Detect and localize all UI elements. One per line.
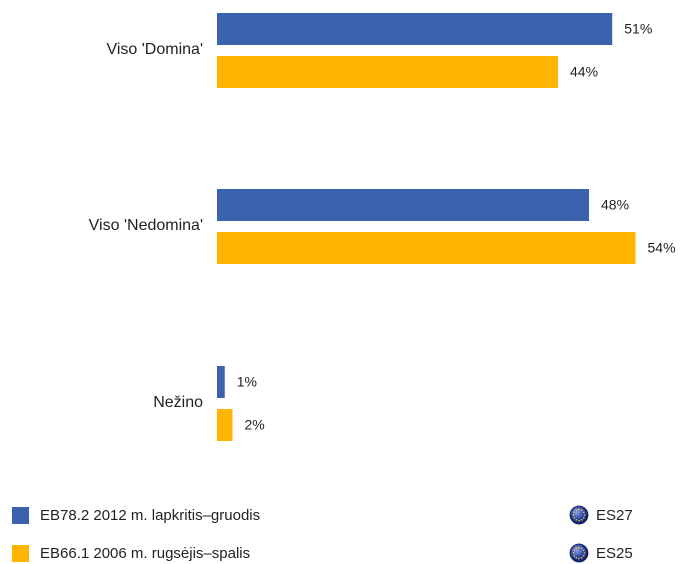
region-icon-star	[580, 509, 583, 512]
region-icon-star	[583, 514, 586, 516]
region-icon-star	[580, 518, 583, 521]
legend-swatch	[12, 507, 29, 524]
region-icon-star	[582, 549, 585, 552]
category-label: Viso 'Domina'	[106, 41, 203, 58]
bar	[217, 366, 225, 398]
region-icon-star	[582, 511, 585, 514]
region-icon-star	[575, 518, 578, 521]
region-icon	[569, 505, 589, 525]
region-icon-star	[575, 509, 578, 512]
bar	[217, 409, 233, 441]
value-label: 1%	[237, 374, 257, 390]
category-label: Viso 'Nedomina'	[89, 217, 203, 234]
region-icon-star	[583, 552, 586, 554]
region-icon-star	[578, 508, 580, 511]
region-icon-star	[575, 556, 578, 559]
region-label: ES27	[596, 507, 633, 524]
region-icon-star	[582, 554, 585, 557]
bar	[217, 189, 589, 221]
region-icon-star	[580, 556, 583, 559]
region-icon-star	[580, 547, 583, 550]
region-icon-star	[578, 557, 580, 560]
value-label: 51%	[624, 21, 652, 37]
value-label: 54%	[648, 240, 676, 256]
region-icon-star	[573, 554, 576, 557]
category-label: Nežino	[153, 394, 203, 411]
bar	[217, 56, 558, 88]
region-icon-star	[572, 514, 575, 516]
legend-label: EB66.1 2006 m. rugsėjis–spalis	[40, 545, 250, 562]
region-icon-star	[575, 547, 578, 550]
region-icon-star	[578, 546, 580, 549]
region-icon-star	[582, 516, 585, 519]
region-icon-star	[578, 519, 580, 522]
region-icon-star	[572, 552, 575, 554]
region-label: ES25	[596, 545, 633, 562]
region-icon-star	[573, 549, 576, 552]
value-label: 2%	[245, 417, 265, 433]
region-icon	[569, 543, 589, 563]
bar	[217, 232, 636, 264]
bar	[217, 13, 613, 45]
region-icon-star	[573, 511, 576, 514]
value-label: 44%	[570, 64, 598, 80]
region-icon-star	[573, 516, 576, 519]
legend-label: EB78.2 2012 m. lapkritis–gruodis	[40, 507, 260, 524]
legend-swatch	[12, 545, 29, 562]
value-label: 48%	[601, 197, 629, 213]
